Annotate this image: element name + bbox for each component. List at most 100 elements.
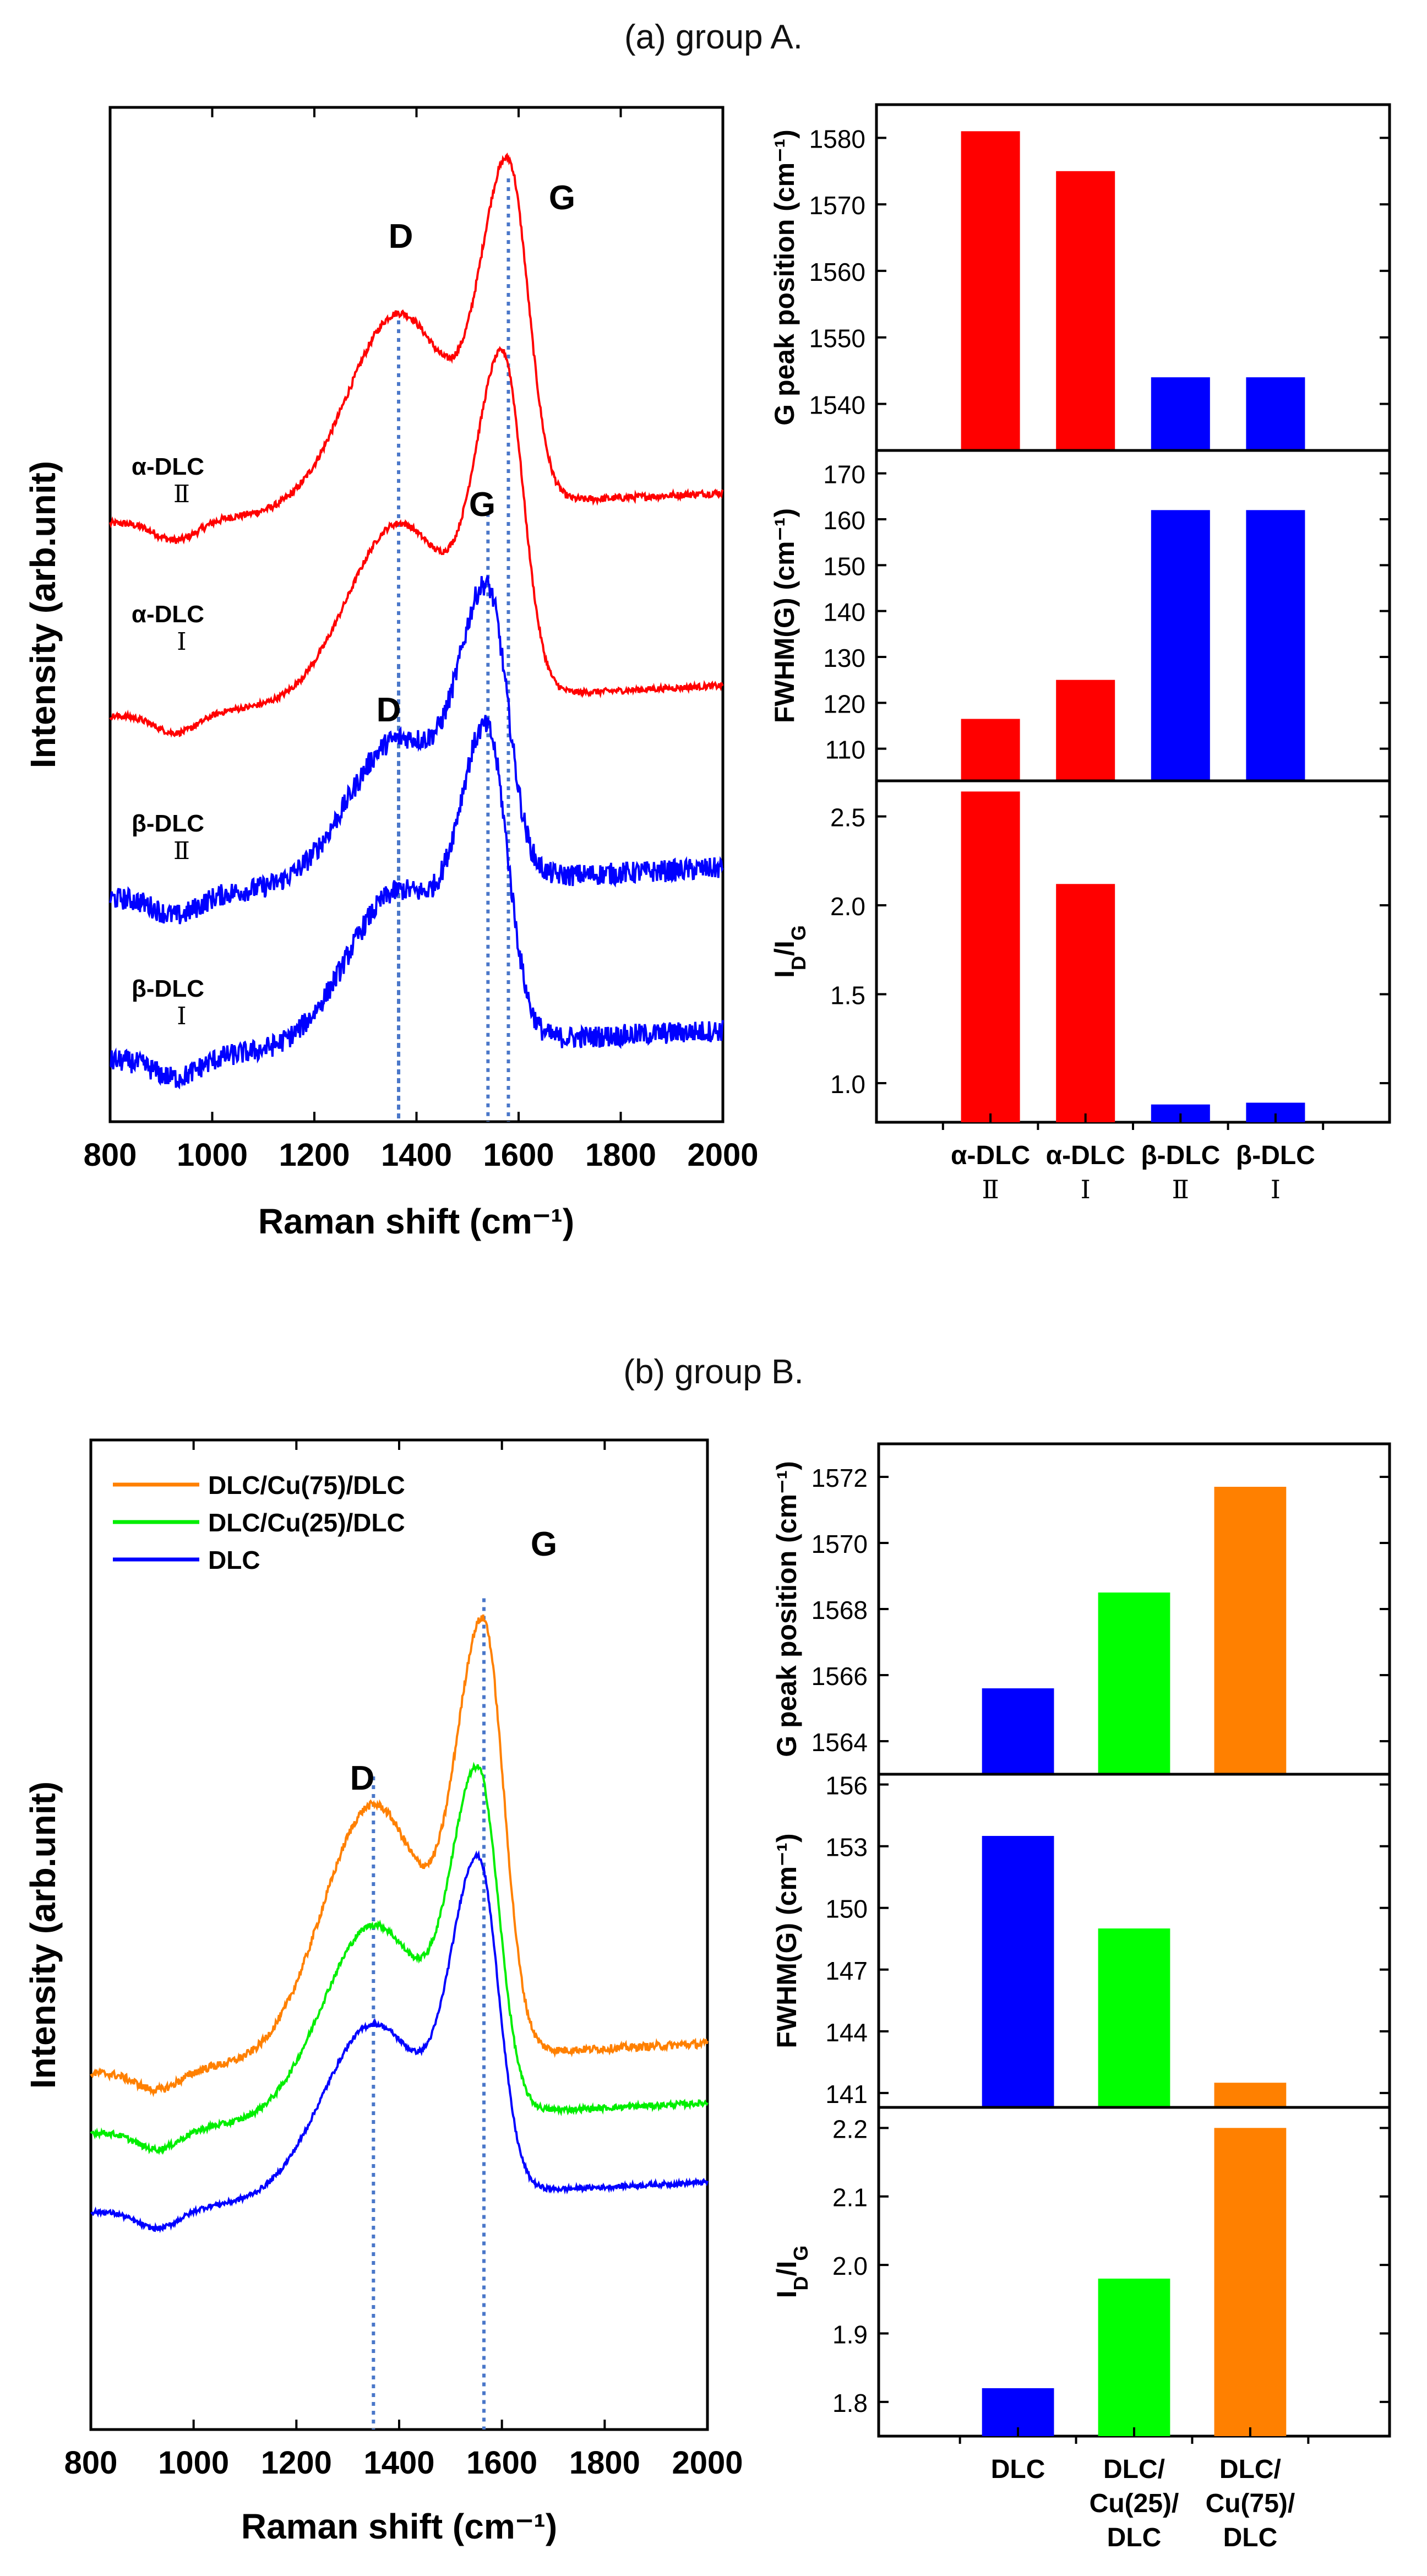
panel-b-category-label: DLC/ xyxy=(1219,2455,1281,2484)
panel-a-bar-1-3 xyxy=(1246,510,1305,781)
panel-b-bar-charts: 1564 1566 1568 1570 1572 G peak position (cm⁻… xyxy=(771,1442,1391,2552)
panel-b-ytick-label: 156 xyxy=(825,1771,868,1800)
panel-b-spectrum: Raman shift (cm⁻¹) Intensity (arb.unit) … xyxy=(23,1438,743,2546)
panel-a-peak-label: G xyxy=(549,179,575,217)
panel-b-bar-0-1 xyxy=(1098,1593,1170,1774)
panel-b-ytick-label: 2.1 xyxy=(832,2183,868,2212)
panel-a-curve-label-sub: Ⅱ xyxy=(173,480,190,508)
panel-a-bar-2-0 xyxy=(961,791,1020,1122)
panel-a-ytick-label: 1550 xyxy=(809,324,865,353)
panel-a-xtick-label: 1600 xyxy=(483,1137,554,1173)
panel-a-category-label: Ⅰ xyxy=(1271,1175,1281,1204)
panel-b-peak-label: G xyxy=(531,1525,557,1563)
panel-a-peak-label: D xyxy=(389,218,413,256)
panel-a-xtick-label: 1800 xyxy=(585,1137,656,1173)
panel-a-spectrum-line-1 xyxy=(109,346,724,738)
panel-a-ytick-label: 140 xyxy=(823,598,865,627)
panel-b-ytick-label: 1572 xyxy=(811,1464,868,1492)
panel-a-curve-label: β-DLC xyxy=(132,810,204,837)
panel-a-peak-label: G xyxy=(469,486,495,524)
panel-a-bar-0-2 xyxy=(1151,377,1210,450)
panel-a-ytick-label: 120 xyxy=(823,689,865,718)
panel-a-xtick-label: 2000 xyxy=(687,1137,758,1173)
panel-a-bar-subplot-frame xyxy=(875,779,1391,1124)
panel-a-spectrum-line-2 xyxy=(109,575,724,925)
panel-b-ytick-label: 1.9 xyxy=(832,2320,868,2349)
panel-b-bar-ylabel: ID/IG xyxy=(771,2246,812,2298)
panel-b-ytick-label: 1570 xyxy=(811,1530,868,1558)
panel-a-bar-ylabel: FWHM(G) (cm⁻¹) xyxy=(769,508,800,723)
panel-a-spectrum-line-3 xyxy=(110,715,724,1090)
panel-b-bar-0-0 xyxy=(982,1688,1054,1774)
panel-b-legend-label: DLC/Cu(75)/DLC xyxy=(208,1471,405,1499)
panel-a-bar-1-1 xyxy=(1056,680,1115,781)
panel-b-ytick-label: 144 xyxy=(825,2018,868,2047)
panel-a-curve-label: α-DLC xyxy=(132,453,204,480)
panel-b-ytick-label: 147 xyxy=(825,1957,868,1985)
panel-a-category-label: Ⅱ xyxy=(982,1175,999,1204)
panel-b-ytick-label: 1568 xyxy=(811,1596,868,1624)
panel-a-bar-charts: 1540 1550 1560 1570 1580 G peak position (cm⁻… xyxy=(769,103,1391,1204)
panel-a-bar-2-1 xyxy=(1056,884,1115,1122)
panel-a-bar-ylabel: G peak position (cm⁻¹) xyxy=(769,129,800,426)
panel-a-bar-subplot-frame xyxy=(875,103,1391,452)
panel-b-xtick-label: 800 xyxy=(64,2445,118,2481)
panel-b-bar-1-2 xyxy=(1214,2083,1287,2107)
panel-b-ytick-label: 150 xyxy=(825,1895,868,1923)
panel-a-category-label: Ⅰ xyxy=(1081,1175,1091,1204)
panel-a-category-label: Ⅱ xyxy=(1172,1175,1189,1204)
panel-b-legend-label: DLC xyxy=(208,1546,260,1574)
panel-b-bar-2-2 xyxy=(1214,2128,1287,2436)
panel-b-ytick-label: 1.8 xyxy=(832,2389,868,2417)
panel-a-category-label: β-DLC xyxy=(1236,1141,1315,1170)
panel-a-curve-label-sub: Ⅰ xyxy=(177,1002,186,1030)
panel-b-ytick-label: 2.0 xyxy=(832,2252,868,2280)
panel-b-spectrum-line-1 xyxy=(90,1762,709,2155)
panel-a-ytick-label: 1.0 xyxy=(830,1070,865,1099)
panel-b-peak-label: D xyxy=(350,1759,375,1797)
panel-a-category-label: β-DLC xyxy=(1141,1141,1220,1170)
panel-a-ytick-label: 150 xyxy=(823,552,865,580)
panel-b-bar-1-1 xyxy=(1098,1928,1170,2107)
panel-b-bar-1-0 xyxy=(982,1836,1054,2107)
panel-b-xtick-label: 1000 xyxy=(158,2445,229,2481)
panel-a-curve-label-sub: Ⅰ xyxy=(177,628,186,656)
panel-b-xlabel: Raman shift (cm⁻¹) xyxy=(241,2507,557,2546)
panel-b-xtick-label: 2000 xyxy=(672,2445,743,2481)
panel-b-ytick-label: 1564 xyxy=(811,1728,868,1757)
panel-a-xtick-label: 1200 xyxy=(279,1137,350,1173)
panel-b-xtick-label: 1800 xyxy=(569,2445,640,2481)
panel-a-xlabel: Raman shift (cm⁻¹) xyxy=(258,1202,574,1241)
panel-a-spectrum-line-0 xyxy=(109,153,724,545)
panel-a-ytick-label: 130 xyxy=(823,644,865,672)
panel-a-category-label: α-DLC xyxy=(951,1141,1030,1170)
panel-a-ylabel: Intensity (arb.unit) xyxy=(23,461,63,768)
panel-a-caption: (a) group A. xyxy=(624,18,803,56)
panel-a-xtick-label: 800 xyxy=(84,1137,137,1173)
panel-b-category-label: DLC xyxy=(991,2455,1045,2484)
panel-b-category-label: DLC xyxy=(1107,2523,1162,2552)
panel-b-category-label: DLC/ xyxy=(1103,2455,1165,2484)
panel-b-ylabel: Intensity (arb.unit) xyxy=(23,1781,63,2089)
panel-a-category-label: α-DLC xyxy=(1046,1141,1125,1170)
panel-b-bar-2-1 xyxy=(1098,2278,1170,2436)
panel-a-ytick-label: 1570 xyxy=(809,191,865,220)
panel-a-bar-subplot-frame xyxy=(875,449,1391,782)
panel-a-curve-label-sub: Ⅱ xyxy=(173,837,190,865)
panel-b-category-label: Cu(25)/ xyxy=(1090,2489,1179,2518)
panel-a-ytick-label: 1.5 xyxy=(830,981,865,1010)
panel-b-ytick-label: 1566 xyxy=(811,1662,868,1691)
panel-b-xtick-label: 1600 xyxy=(466,2445,537,2481)
panel-b-caption: (b) group B. xyxy=(623,1353,803,1391)
panel-b-bar-ylabel: FWHM(G) (cm⁻¹) xyxy=(771,1833,802,2048)
panel-a-ytick-label: 1540 xyxy=(809,390,865,419)
panel-a-curve-label: β-DLC xyxy=(132,975,204,1002)
panel-b-ytick-label: 2.2 xyxy=(832,2115,868,2143)
panel-a-xtick-label: 1000 xyxy=(177,1137,248,1173)
panel-b-category-label: DLC xyxy=(1223,2523,1278,2552)
panel-b-bar-ylabel: G peak position (cm⁻¹) xyxy=(771,1461,802,1757)
panel-a-xtick-label: 1400 xyxy=(381,1137,452,1173)
panel-b-spectrum-line-2 xyxy=(90,1850,709,2233)
panel-b-ytick-label: 153 xyxy=(825,1833,868,1862)
